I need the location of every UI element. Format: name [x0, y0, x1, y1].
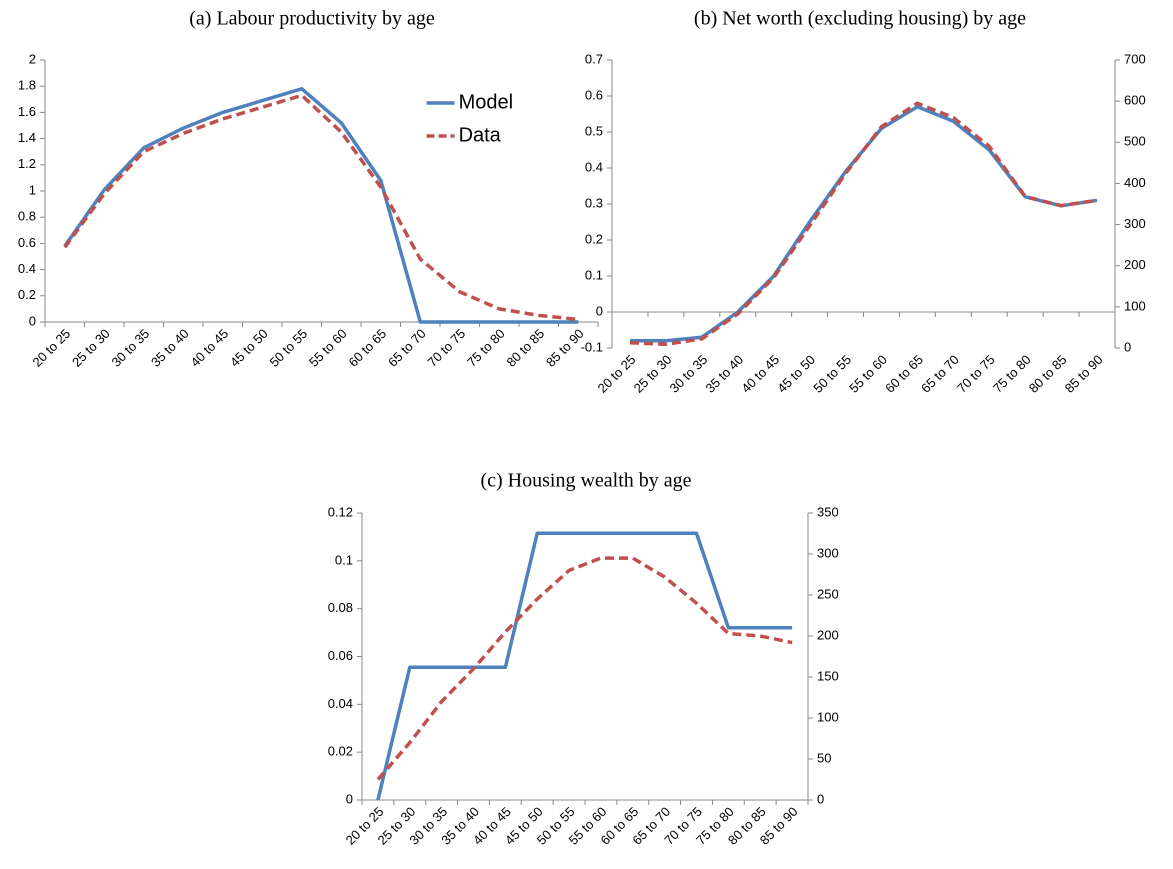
y2-tick-label: 400 — [1124, 175, 1146, 190]
x-tick-label: 65 to 70 — [918, 352, 962, 396]
x-tick-label: 30 to 35 — [108, 326, 152, 370]
y-tick-label: 0.2 — [585, 231, 603, 246]
legend-label: Model — [459, 91, 513, 113]
y2-tick-label: 300 — [817, 545, 839, 560]
y-tick-label: 0 — [29, 313, 36, 328]
series-line — [376, 556, 793, 781]
y-tick-label: 0.5 — [585, 123, 603, 138]
x-tick-label: 45 to 50 — [227, 326, 271, 370]
y-tick-label: 0.4 — [585, 159, 603, 174]
y-tick-label: 1.6 — [18, 104, 36, 119]
x-tick-label: 40 to 45 — [738, 352, 782, 396]
series-line — [630, 105, 1098, 343]
y-tick-label: -0.1 — [581, 339, 603, 354]
x-tick-label: 80 to 85 — [1026, 352, 1070, 396]
y-tick-label: 0.02 — [328, 744, 353, 759]
x-tick-label: 20 to 25 — [29, 326, 73, 370]
y-tick-label: 0.08 — [328, 600, 353, 615]
x-tick-label: 70 to 75 — [424, 326, 468, 370]
y-tick-label: 0.3 — [585, 195, 603, 210]
x-tick-label: 25 to 30 — [69, 326, 113, 370]
x-tick-label: 20 to 25 — [595, 352, 639, 396]
x-tick-label: 70 to 75 — [954, 352, 998, 396]
x-tick-label: 50 to 55 — [810, 352, 854, 396]
y-tick-label: 0.04 — [328, 696, 353, 711]
x-tick-label: 75 to 80 — [990, 352, 1034, 396]
y2-tick-label: 250 — [817, 586, 839, 601]
y-tick-label: 0.1 — [585, 267, 603, 282]
series-line — [63, 87, 579, 324]
y-tick-label: 0.6 — [585, 87, 603, 102]
x-tick-label: 50 to 55 — [266, 326, 310, 370]
x-tick-label: 60 to 65 — [345, 326, 389, 370]
y2-tick-label: 50 — [817, 750, 831, 765]
y-tick-label: 1.8 — [18, 78, 36, 93]
y-tick-label: 1.2 — [18, 156, 36, 171]
y2-tick-label: 100 — [817, 709, 839, 724]
y-tick-label: 0.06 — [328, 648, 353, 663]
chart-title: (c) Housing wealth by age — [480, 470, 691, 492]
x-tick-label: 80 to 85 — [503, 326, 547, 370]
x-tick-label: 25 to 30 — [631, 352, 675, 396]
y-tick-label: 0 — [346, 791, 353, 806]
y2-tick-label: 200 — [817, 627, 839, 642]
y2-tick-label: 700 — [1124, 51, 1146, 66]
y-tick-label: 0 — [596, 303, 603, 318]
y2-tick-label: 200 — [1124, 257, 1146, 272]
y2-tick-label: 0 — [1124, 339, 1131, 354]
x-tick-label: 65 to 70 — [385, 326, 429, 370]
x-tick-label: 55 to 60 — [306, 326, 350, 370]
chart-title: (a) Labour productivity by age — [189, 8, 435, 30]
x-tick-label: 35 to 40 — [148, 326, 192, 370]
y2-tick-label: 600 — [1124, 93, 1146, 108]
y2-tick-label: 150 — [817, 668, 839, 683]
series-line — [63, 93, 579, 322]
y-tick-label: 0.7 — [585, 51, 603, 66]
y2-tick-label: 0 — [817, 791, 824, 806]
y-tick-label: 0.2 — [18, 287, 36, 302]
x-tick-label: 60 to 65 — [882, 352, 926, 396]
y-tick-label: 0.12 — [328, 504, 353, 519]
y-tick-label: 0.4 — [18, 261, 36, 276]
x-tick-label: 85 to 90 — [1062, 352, 1106, 396]
x-tick-label: 30 to 35 — [667, 352, 711, 396]
y-tick-label: 1 — [29, 182, 36, 197]
y2-tick-label: 300 — [1124, 216, 1146, 231]
x-tick-label: 35 to 40 — [702, 352, 746, 396]
x-tick-label: 55 to 60 — [846, 352, 890, 396]
y-tick-label: 2 — [29, 51, 36, 66]
y-tick-label: 0.8 — [18, 209, 36, 224]
y-tick-label: 1.4 — [18, 130, 36, 145]
y-tick-label: 0.1 — [335, 552, 353, 567]
y2-tick-label: 350 — [817, 504, 839, 519]
y-tick-label: 0.6 — [18, 235, 36, 250]
legend-label: Data — [459, 124, 502, 146]
x-tick-label: 40 to 45 — [187, 326, 231, 370]
x-tick-label: 75 to 80 — [464, 326, 508, 370]
y2-tick-label: 500 — [1124, 134, 1146, 149]
x-tick-label: 45 to 50 — [774, 352, 818, 396]
series-line — [376, 531, 793, 801]
chart-title: (b) Net worth (excluding housing) by age — [694, 8, 1026, 30]
y2-tick-label: 100 — [1124, 298, 1146, 313]
series-line — [629, 101, 1098, 347]
